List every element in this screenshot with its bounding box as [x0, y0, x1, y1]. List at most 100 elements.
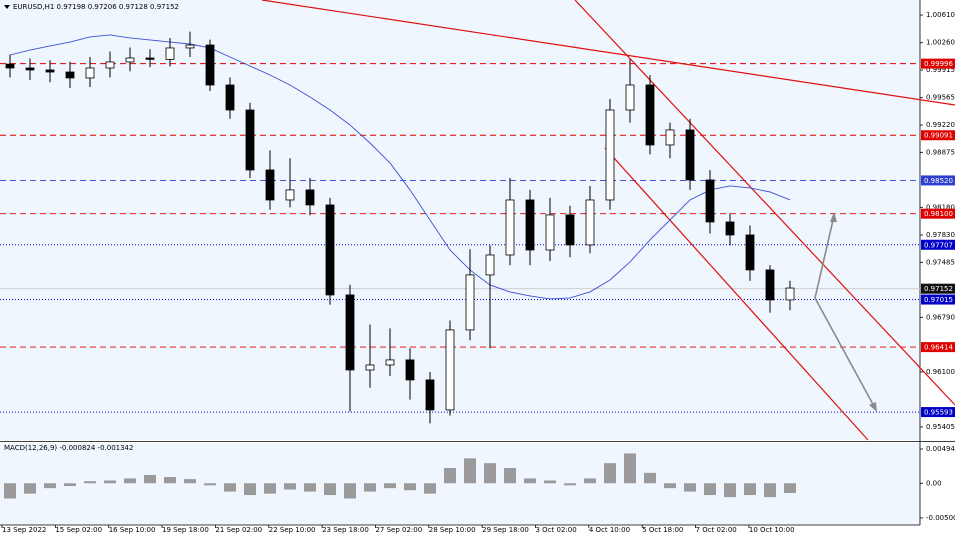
channel-lower	[604, 147, 869, 441]
y-tick-label: 0.98180	[926, 203, 955, 211]
candle-body	[25, 67, 35, 71]
x-tick-label: 10 Oct 10:00	[749, 526, 795, 534]
candle-body	[645, 84, 655, 146]
level-label-box	[921, 58, 955, 69]
candle-body	[125, 57, 135, 63]
level-label: 0.99996	[924, 60, 953, 68]
level-label: 0.98100	[924, 210, 953, 218]
macd-bar	[404, 483, 416, 491]
candle-body	[625, 84, 635, 111]
y-tick-label: 0.97830	[926, 231, 955, 239]
macd-bar	[524, 478, 536, 484]
x-tick-label: 29 Sep 18:00	[482, 526, 529, 534]
arrow-head	[830, 212, 837, 222]
level-label: 0.96414	[924, 344, 953, 352]
y-tick-label: 0.99915	[926, 66, 955, 74]
candle-body	[345, 294, 355, 371]
x-tick-label: 15 Sep 02:00	[55, 526, 102, 534]
x-tick-label: 5 Oct 18:00	[642, 526, 683, 534]
menu-icon	[4, 5, 10, 9]
macd-bar	[204, 483, 216, 486]
x-tick-label: 13 Sep 2022	[2, 526, 46, 534]
macd-panel	[0, 443, 920, 525]
macd-bar	[304, 483, 316, 492]
candle-body	[185, 44, 195, 49]
y-tick-label: 0.99220	[926, 121, 955, 129]
level-label-box	[921, 342, 955, 353]
candle-body	[385, 359, 395, 366]
y-tick-label: 0.99565	[926, 94, 955, 102]
macd-bar	[744, 483, 756, 496]
candle-body	[525, 199, 535, 251]
candle-body	[65, 71, 75, 79]
macd-bar	[424, 483, 436, 494]
macd-bar	[684, 483, 696, 492]
candle-body	[725, 221, 735, 236]
macd-bar	[224, 483, 236, 492]
macd-bar	[784, 483, 796, 493]
candle-body	[325, 204, 335, 296]
level-label: 0.99091	[924, 132, 953, 140]
macd-bar	[104, 480, 116, 484]
y-tick-label: 0.96100	[926, 368, 955, 376]
candle-body	[205, 44, 215, 86]
candle-body	[265, 169, 275, 201]
x-tick-label: 16 Sep 10:00	[109, 526, 156, 534]
candle-body	[785, 287, 795, 301]
macd-bar	[4, 483, 16, 499]
macd-bar	[604, 463, 616, 484]
candle-body	[665, 129, 675, 146]
y-tick-label: 0.95405	[926, 423, 955, 431]
macd-bar	[84, 481, 96, 484]
candle-body	[765, 269, 775, 301]
macd-bar	[464, 458, 476, 484]
macd-y-tick-label: 0.00	[926, 479, 942, 487]
forecast-arrow-down	[814, 297, 876, 409]
x-tick-label: 21 Sep 02:00	[215, 526, 262, 534]
macd-bar	[24, 483, 36, 494]
y-tick-label: 0.96790	[926, 313, 955, 321]
x-tick-label: 3 Oct 02:00	[536, 526, 577, 534]
candle-body	[145, 57, 155, 60]
macd-bar	[284, 483, 296, 490]
candle-body	[465, 274, 475, 331]
candle-body	[745, 234, 755, 271]
macd-bar	[164, 477, 176, 484]
channel-upper	[574, 0, 955, 406]
candle-body	[225, 84, 235, 111]
macd-y-tick-label: 0.004943	[926, 445, 955, 453]
level-label-box	[921, 208, 955, 219]
level-label: 0.95593	[924, 409, 953, 417]
y-tick-label: 1.00610	[926, 11, 955, 19]
moving-average	[9, 34, 791, 300]
macd-bar	[564, 483, 576, 486]
candle-body	[365, 364, 375, 371]
candle-body	[545, 214, 555, 251]
x-tick-label: 7 Oct 02:00	[696, 526, 737, 534]
price-panel	[0, 0, 920, 440]
macd-bar	[644, 472, 656, 484]
level-label-box	[921, 175, 955, 186]
macd-bar	[364, 483, 376, 492]
macd-bar	[764, 483, 776, 498]
level-label: 0.97152	[924, 285, 953, 293]
macd-bar	[624, 453, 636, 484]
macd-bar	[504, 468, 516, 484]
level-label-box	[921, 239, 955, 250]
level-label: 0.97015	[924, 296, 953, 304]
level-label-box	[921, 407, 955, 418]
trend-drawings	[261, 0, 955, 441]
candle-body	[85, 67, 95, 79]
x-tick-label: 23 Sep 18:00	[322, 526, 369, 534]
indicator-label: MACD(12,26,9) -0.000824 -0.001342	[4, 444, 133, 452]
x-tick-label: 27 Sep 02:00	[375, 526, 422, 534]
macd-bar	[704, 483, 716, 496]
x-tick-label: 22 Sep 10:00	[269, 526, 316, 534]
candle-body	[165, 47, 175, 60]
y-tick-label: 1.00260	[926, 39, 955, 47]
macd-bar	[264, 483, 276, 494]
candle-body	[565, 214, 575, 246]
macd-bar	[724, 483, 736, 498]
candle-body	[485, 254, 495, 276]
